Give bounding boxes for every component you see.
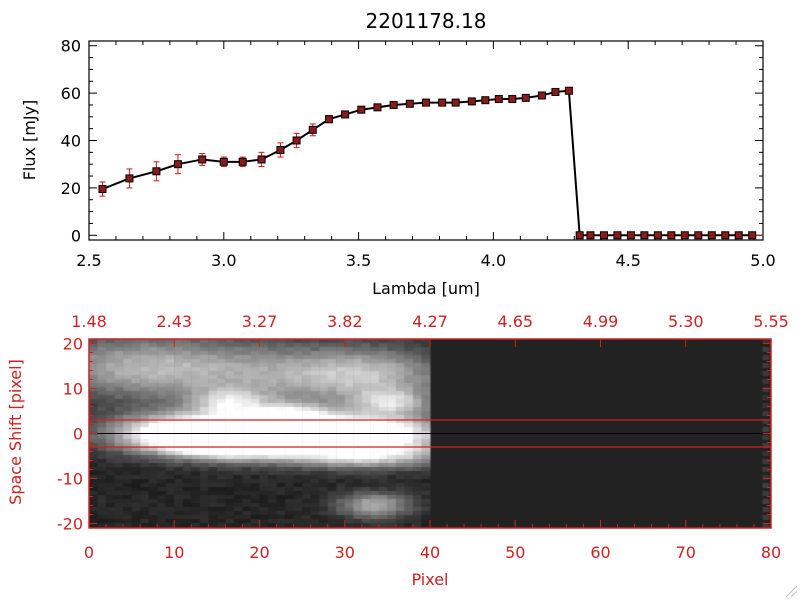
data-point-marker bbox=[357, 105, 366, 114]
data-point-marker bbox=[438, 98, 447, 107]
data-point-marker bbox=[422, 98, 430, 107]
data-point-marker bbox=[707, 231, 716, 240]
y-tick-label: 20 bbox=[61, 179, 81, 198]
x-tick-label: 5.0 bbox=[750, 251, 775, 270]
y-tick-label: 0 bbox=[71, 226, 81, 245]
y-tick-label: -10 bbox=[57, 470, 83, 489]
x-tick-label: 2.5 bbox=[76, 251, 101, 270]
x-tick-label: 4.5 bbox=[615, 251, 640, 270]
top-wavelength-tick-label: 5.55 bbox=[753, 312, 789, 331]
data-point-marker bbox=[451, 98, 460, 107]
top-wavelength-tick-label: 1.48 bbox=[71, 312, 107, 331]
data-point-marker bbox=[481, 96, 490, 105]
y-tick-label: 20 bbox=[63, 335, 83, 354]
x-tick-label: 70 bbox=[676, 543, 696, 562]
flux-chart-y-axis-label: Flux [mJy] bbox=[20, 100, 39, 181]
data-point-marker bbox=[276, 145, 285, 154]
y-tick-label: 60 bbox=[61, 84, 81, 103]
data-point-marker bbox=[626, 231, 635, 240]
top-wavelength-tick-label: 4.27 bbox=[412, 312, 448, 331]
x-tick-label: 4.0 bbox=[481, 251, 506, 270]
x-tick-label: 50 bbox=[505, 543, 525, 562]
flux-chart: 2.5 3.0 3.5 4.0 4.5 5.0 0 20 40 60 80 bbox=[61, 37, 776, 270]
top-wavelength-tick-label: 2.43 bbox=[156, 312, 192, 331]
data-point-marker bbox=[373, 103, 382, 112]
data-point-marker bbox=[405, 99, 414, 108]
data-point-marker bbox=[219, 157, 228, 166]
top-wavelength-tick-label: 4.65 bbox=[497, 312, 533, 331]
data-point-marker bbox=[564, 86, 573, 95]
x-tick-label: 30 bbox=[335, 543, 355, 562]
x-tick-label: 40 bbox=[420, 543, 440, 562]
top-wavelength-tick-label: 3.82 bbox=[327, 312, 363, 331]
data-point-marker bbox=[653, 231, 662, 240]
data-point-marker bbox=[308, 125, 317, 134]
data-point-marker bbox=[586, 231, 595, 240]
top-wavelength-tick-label: 4.99 bbox=[583, 312, 619, 331]
data-point-marker bbox=[238, 157, 247, 166]
x-tick-label: 80 bbox=[761, 543, 781, 562]
data-point-marker bbox=[667, 231, 676, 240]
data-point-marker bbox=[680, 231, 689, 240]
x-tick-label: 3.0 bbox=[211, 251, 236, 270]
flux-chart-frame bbox=[88, 40, 764, 241]
data-point-marker bbox=[551, 87, 560, 96]
x-tick-label: 60 bbox=[590, 543, 610, 562]
data-point-marker bbox=[341, 110, 350, 119]
data-point-marker bbox=[734, 231, 743, 240]
data-point-marker bbox=[521, 93, 530, 102]
data-point-marker bbox=[198, 155, 207, 164]
data-point-marker bbox=[173, 160, 182, 169]
data-point-marker bbox=[494, 95, 503, 104]
data-point-marker bbox=[389, 100, 398, 109]
data-point-marker bbox=[257, 155, 266, 164]
data-point-marker bbox=[98, 185, 107, 194]
data-point-marker bbox=[694, 231, 703, 240]
chart-title: 2201178.18 bbox=[366, 9, 487, 33]
data-point-marker bbox=[537, 91, 546, 100]
y-tick-label: 80 bbox=[61, 37, 81, 56]
spectrum-image-panel: 0 10 20 30 40 50 60 70 80 1.48 2.43 3.27 3.82 4.27 4.6… bbox=[57, 312, 789, 562]
data-point-marker bbox=[640, 231, 649, 240]
data-point-marker bbox=[125, 174, 134, 183]
x-tick-label: 3.5 bbox=[346, 251, 371, 270]
data-point-marker bbox=[292, 136, 301, 145]
x-tick-label: 0 bbox=[84, 543, 94, 562]
x-tick-label: 10 bbox=[164, 543, 184, 562]
data-point-marker bbox=[152, 167, 161, 176]
data-point-marker bbox=[599, 231, 608, 240]
top-wavelength-tick-label: 5.30 bbox=[668, 312, 704, 331]
y-tick-label: -20 bbox=[57, 515, 83, 534]
data-point-marker bbox=[613, 231, 622, 240]
data-point-marker bbox=[575, 231, 584, 240]
data-point-marker bbox=[508, 95, 517, 104]
y-tick-label: 0 bbox=[73, 425, 83, 444]
data-point-marker bbox=[324, 115, 333, 124]
data-point-marker bbox=[748, 231, 757, 240]
spectrum-image-y-axis-label: Space Shift [pixel] bbox=[6, 359, 25, 505]
data-point-marker bbox=[467, 97, 476, 106]
flux-chart-x-axis-label: Lambda [um] bbox=[372, 279, 480, 298]
resize-grip-icon bbox=[785, 585, 798, 598]
y-tick-label: 10 bbox=[63, 380, 83, 399]
spectrum-image-x-axis-label: Pixel bbox=[411, 570, 448, 589]
x-tick-label: 20 bbox=[249, 543, 269, 562]
y-tick-label: 40 bbox=[61, 132, 81, 151]
data-point-marker bbox=[721, 231, 730, 240]
top-wavelength-tick-label: 3.27 bbox=[242, 312, 278, 331]
